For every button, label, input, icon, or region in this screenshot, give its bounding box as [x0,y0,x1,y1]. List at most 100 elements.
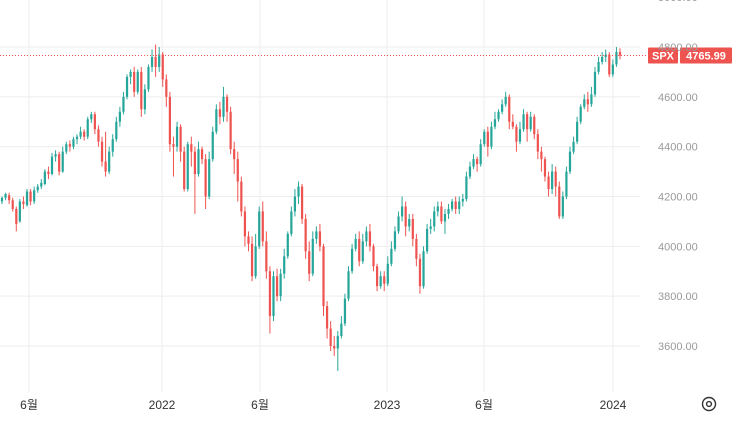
candle [83,129,86,141]
candle-body [68,144,71,147]
candle [193,146,197,214]
candle [590,86,593,107]
candle [140,66,143,117]
candle-body [215,109,218,132]
candle [354,233,357,252]
candle-body [611,64,614,75]
candle-body [54,154,57,157]
candle [576,116,579,145]
x-tick-label: 2024 [600,398,627,412]
candle-body [300,186,304,219]
candle-body [593,71,597,95]
candle [286,231,289,259]
candle [15,206,18,232]
candle-body [422,251,425,287]
candle-body [561,196,564,217]
candle-body [104,161,107,172]
candle [111,134,114,157]
candle [350,243,354,274]
candle [386,256,389,287]
candle [279,268,282,302]
candle-body [408,218,411,227]
candle [150,49,154,72]
candle [300,184,304,224]
candle [211,126,214,162]
candle-body [40,182,43,187]
candle-body [161,54,164,80]
candle-body [365,231,368,242]
candle [472,154,475,170]
candle [40,179,43,190]
candle [0,196,4,204]
candle [190,136,193,167]
candle [233,141,236,175]
candle [183,146,186,192]
candle-body [618,51,622,56]
candle-body [415,238,418,259]
candle-body [586,99,589,105]
candle-body [358,238,361,262]
candle-body [465,176,468,199]
candle [247,231,250,252]
candle [254,233,257,279]
candle-body [390,248,393,264]
candle-body [36,186,39,191]
candle [272,271,275,322]
candle [58,151,61,176]
candle [572,136,575,155]
candle-body [458,201,461,209]
candle-body [200,149,204,160]
candle-body [47,171,50,175]
candle [175,121,179,152]
candle-body [72,139,75,147]
candle-body [361,241,364,262]
candle-body [297,186,300,197]
candle-body [250,243,254,277]
candle-body [540,151,543,160]
candle [561,191,564,219]
x-tick-label: 2023 [374,398,401,412]
candle-body [536,134,539,152]
candle-body [61,151,64,172]
candle-body [108,151,111,172]
candle [608,51,611,77]
candle-body [204,159,207,197]
candle-body [22,201,25,204]
candle [497,109,500,122]
candle-body [133,71,136,92]
x-tick-label: 6월 [475,398,493,412]
settings-gear-icon[interactable] [700,395,718,413]
candle-body [433,211,436,227]
candle-body [11,200,14,209]
candle [508,94,511,130]
candle [400,196,404,222]
candle-body [175,126,179,147]
candle-body [436,206,439,212]
candle-body [529,116,532,130]
candle-body [501,104,504,112]
candle [54,150,57,162]
candle [90,111,93,123]
candle-body [286,233,289,257]
candle [611,59,614,77]
candle-body [543,159,547,177]
candle [50,152,54,176]
candle [143,84,146,115]
candle-body [197,149,200,175]
candle-body [168,96,172,145]
candle [343,293,347,327]
candle [86,116,89,140]
candle [533,114,536,140]
candle-body [265,241,268,272]
candle [336,331,339,371]
candle [325,301,329,339]
candle-body [418,258,422,287]
candle [358,231,361,267]
candle [458,196,461,214]
candle [165,74,168,107]
candle-body [568,151,572,172]
candle-body [404,206,407,227]
candle-body [272,276,275,317]
candle-body [486,131,489,147]
